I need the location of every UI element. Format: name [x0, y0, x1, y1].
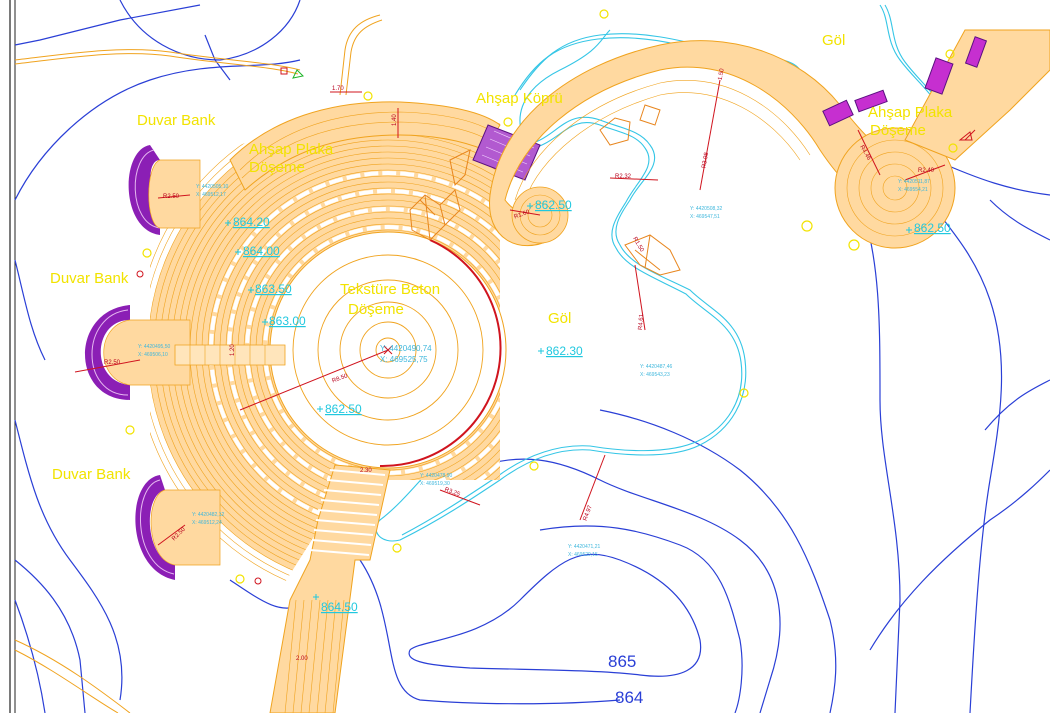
dim-200: 2.00 [296, 656, 308, 662]
coord-p4-x: X: 469554,21 [898, 187, 928, 193]
elevation-86400: 864.00 [243, 244, 280, 258]
dim-r250-top: R2.50 [163, 194, 180, 200]
contour-label-865: 865 [608, 652, 636, 671]
dim-140: 1.40 [392, 114, 398, 126]
elevation-86230-lake: 862.30 [546, 344, 583, 358]
label-duvar-bank-middle: Duvar Bank [50, 270, 129, 287]
elevation-86420: 864.20 [233, 215, 270, 229]
elevation-86250-plaza: 862.50 [325, 402, 362, 416]
coord-p1-x: X: 469512,17 [196, 192, 226, 198]
dim-r325: R3.25 [444, 487, 462, 498]
coord-p2-y: Y: 4420495,50 [138, 344, 170, 350]
coord-p6-y: Y: 4420471,21 [568, 544, 600, 550]
coord-p3-y: Y: 4420482,12 [192, 512, 224, 518]
dim-r398: R3.98 [701, 151, 710, 168]
label-ahsap-kopru: Ahşap Köprü [476, 90, 563, 107]
dim-r250-middle: R2.50 [104, 360, 121, 366]
coord-p6-x: X: 469529,15 [568, 552, 598, 558]
dim-r232: R2.32 [615, 174, 632, 180]
dim-170: 1.70 [332, 86, 344, 92]
elevation-86350: 863.50 [255, 282, 292, 296]
label-teksture-beton: Tekstüre Beton [340, 281, 440, 298]
coord-p2-x: X: 469506,10 [138, 352, 168, 358]
label-duvar-bank-bottom: Duvar Bank [52, 466, 131, 483]
label-teksture-doseme: Döşeme [348, 301, 404, 318]
dim-120: 1.20 [230, 344, 236, 356]
dim-230: 2.30 [360, 468, 372, 474]
dim-r240: R2.40 [918, 168, 935, 174]
elevation-86450-path: 864.50 [321, 600, 358, 614]
elevation-86250-bridge: 862.50 [535, 198, 572, 212]
coord-p7-y: Y: 4420487,46 [640, 364, 672, 370]
label-ahsap-doseme-right-2: Döşeme [870, 122, 926, 139]
coord-p8-y: Y: 4420508,32 [690, 206, 722, 212]
label-gol-top: Göl [822, 32, 845, 49]
coord-p3-x: X: 469512,24 [192, 520, 222, 526]
label-gol-center: Göl [548, 310, 571, 327]
coord-p7-x: X: 469543,23 [640, 372, 670, 378]
coord-p8-x: X: 469547,51 [690, 214, 720, 220]
coord-p1-y: Y: 4420505,10 [196, 184, 228, 190]
label-ahsap-doseme-left-1: Ahşap Plaka [249, 141, 334, 158]
elevation-86250-right: 862.50 [914, 221, 951, 235]
label-duvar-bank-top: Duvar Bank [137, 112, 216, 129]
dim-150: 1.50 [718, 67, 726, 80]
coord-p4-y: Y: 4420511,87 [898, 179, 930, 185]
coord-center-x: X: 469525,75 [380, 355, 428, 364]
drawing-border [10, 0, 15, 713]
dim-r461: R4.61 [638, 313, 645, 330]
coord-p5-y: Y: 4420478,90 [420, 473, 452, 479]
label-ahsap-doseme-left-2: Döşeme [249, 159, 305, 176]
label-ahsap-doseme-right-1: Ahşap Plaka [868, 104, 953, 121]
coord-p5-x: X: 469519,30 [420, 481, 450, 487]
elevation-86300: 863.00 [269, 314, 306, 328]
contour-label-864: 864 [615, 688, 643, 707]
coord-center-y: Y: 4420490,74 [380, 344, 432, 353]
dim-r497: R4.97 [583, 504, 594, 522]
dim-r150: R1.50 [631, 236, 645, 253]
